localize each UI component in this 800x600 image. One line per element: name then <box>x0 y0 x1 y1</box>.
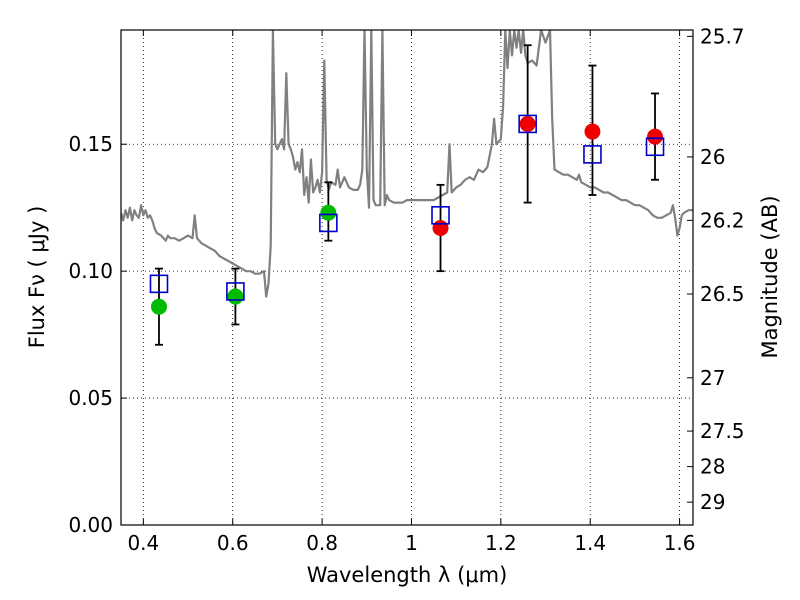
plot-frame <box>120 29 694 526</box>
right-tick-label: 26.2 <box>700 208 745 232</box>
right-y-axis-label: Magnitude (AB) <box>758 195 782 358</box>
data-point <box>227 288 244 305</box>
right-tick-label: 26.5 <box>700 282 745 306</box>
model-square <box>319 213 338 233</box>
x-tick-label: 1.4 <box>574 531 606 555</box>
x-tick-label: 0.4 <box>127 531 159 555</box>
x-tick-label: 1.2 <box>485 531 517 555</box>
data-point <box>150 298 167 315</box>
right-tick-label: 28 <box>700 455 725 479</box>
data-point <box>519 115 536 132</box>
data-point <box>647 128 664 145</box>
y-tick-label: 0.00 <box>68 513 113 537</box>
x-tick-label: 1 <box>405 531 418 555</box>
right-tick-label: 27.5 <box>700 419 745 443</box>
model-square <box>226 282 245 301</box>
model-square <box>518 114 537 134</box>
grid-lines <box>121 30 693 525</box>
data-point <box>432 220 449 236</box>
y-tick-label: 0.05 <box>68 386 113 410</box>
right-tick-label: 29 <box>700 490 725 514</box>
model-squares <box>149 114 665 301</box>
model-square <box>431 206 450 225</box>
data-point <box>320 204 337 221</box>
y-tick-label: 0.10 <box>68 259 113 283</box>
model-square <box>583 145 602 164</box>
x-tick-label: 0.6 <box>217 531 249 555</box>
x-tick-label: 1.6 <box>664 531 696 555</box>
x-axis-label: Wavelength λ (μm) <box>307 563 508 587</box>
model-square <box>645 137 665 157</box>
right-tick-label: 26 <box>700 145 725 169</box>
spectrum-line <box>121 30 693 298</box>
right-tick-label: 27 <box>700 366 725 390</box>
x-tick-label: 0.8 <box>306 531 338 555</box>
right-tick-label: 25.7 <box>700 24 745 48</box>
model-square <box>149 274 169 294</box>
axis-ticks: 0.4 0.6 0.8 1 1.2 1.4 1.6 0.00 0.05 0.10 0.15 25.7 2… <box>68 24 744 555</box>
data-point <box>584 123 601 140</box>
template-spectrum <box>121 30 693 298</box>
y-tick-label: 0.15 <box>68 132 113 156</box>
y-axis-label: Flux Fν ( μJy ) <box>25 206 49 349</box>
